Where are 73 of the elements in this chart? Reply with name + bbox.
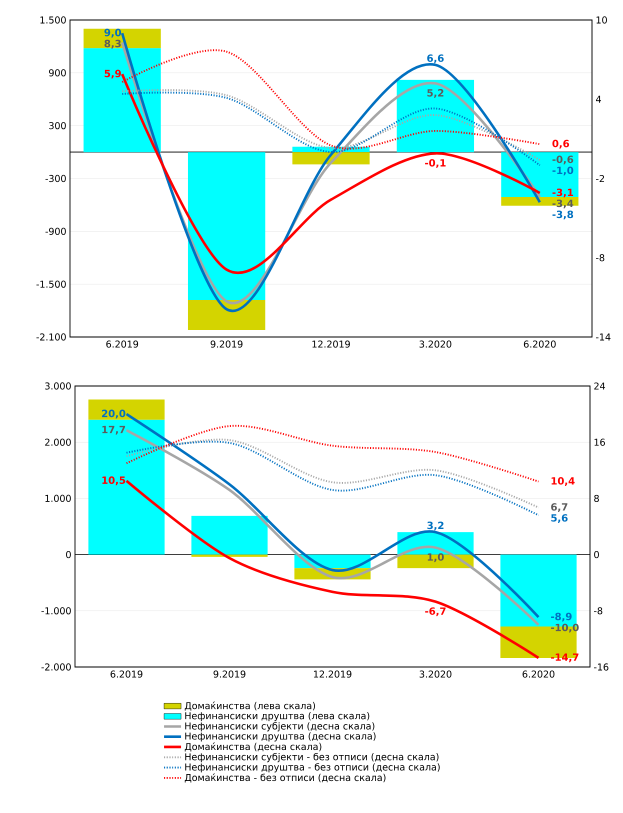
y-tick-label: -2.000 <box>41 663 71 671</box>
bar <box>292 152 370 164</box>
y-tick-label: 2.000 <box>45 438 71 446</box>
y2-tick-label: -8 <box>596 254 604 262</box>
data-label: -1,0 <box>552 166 574 176</box>
y2-tick-label: 8 <box>594 494 599 502</box>
y-tick-label: -2.100 <box>36 333 66 341</box>
x-tick-label: 6.2020 <box>522 670 554 678</box>
y-tick-label: -1.000 <box>41 607 71 614</box>
y2-tick-label: -14 <box>596 334 610 340</box>
legend-label: Нефинансиски друштва (лева скала) <box>185 712 370 722</box>
x-tick-label: 12.2019 <box>314 670 352 678</box>
legend-label: Домаќинства (десна скала) <box>184 742 322 752</box>
data-label: 20,0 <box>102 410 126 419</box>
data-label: -3,8 <box>552 210 574 220</box>
y2-tick-label: 0 <box>594 551 599 558</box>
data-label: 5,2 <box>427 89 444 98</box>
data-label: 5,6 <box>551 514 568 523</box>
data-label: 10,4 <box>552 477 575 486</box>
bar <box>88 399 165 420</box>
y-tick-label: -1.500 <box>36 280 66 288</box>
y-tick-label: 1.500 <box>40 16 66 24</box>
y2-tick-label: -2 <box>596 174 604 182</box>
bar <box>88 420 165 555</box>
data-label: 10,5 <box>102 476 126 486</box>
legend-label: Домаќинства (лева скала) <box>184 702 316 711</box>
data-label: 6,6 <box>427 54 444 64</box>
legend-label: Домаќинства - без отписи (десна скала) <box>184 773 386 782</box>
bar <box>396 80 474 152</box>
y2-tick-label: 16 <box>594 438 605 446</box>
y-tick-label: 300 <box>49 122 66 130</box>
x-tick-label: 6.2019 <box>106 340 138 348</box>
data-label: 0,6 <box>552 140 570 149</box>
data-label: -8,9 <box>551 612 572 622</box>
data-label: -6,7 <box>425 607 446 616</box>
data-label: 6,7 <box>551 503 568 512</box>
y-tick-label: -900 <box>45 228 66 235</box>
y2-tick-label: 24 <box>594 382 606 390</box>
data-label: 3,2 <box>427 522 444 530</box>
y2-tick-label: -16 <box>594 663 608 671</box>
data-label: 5,9 <box>104 70 121 79</box>
bar <box>188 152 266 300</box>
data-label: -0,6 <box>552 156 574 164</box>
x-tick-label: 9.2019 <box>214 670 246 678</box>
x-tick-label: 12.2019 <box>312 340 350 348</box>
legend-label: Нефинансиски друштва - без отписи (десна скала) <box>185 763 440 772</box>
data-label: 9,0 <box>104 28 122 38</box>
legend-label: Нефинансиски друштва (десна скала) <box>185 732 376 742</box>
bar <box>191 516 268 555</box>
x-tick-label: 3.2020 <box>420 670 452 678</box>
x-tick-label: 6.2020 <box>524 340 556 348</box>
bar <box>84 48 161 152</box>
x-tick-label: 6.2019 <box>110 670 142 678</box>
line-series <box>126 424 540 482</box>
y-tick-label: 900 <box>49 69 66 76</box>
y2-tick-label: -8 <box>594 607 602 614</box>
data-label: -0,1 <box>425 159 446 168</box>
legend-label: Нефинансиски субјекти (десна скала) <box>185 722 374 732</box>
x-tick-label: 9.2019 <box>210 340 242 348</box>
y-tick-label: 3.000 <box>45 382 71 390</box>
y2-tick-label: 10 <box>596 16 607 24</box>
y-tick-label: 0 <box>66 551 71 558</box>
data-label: 8,3 <box>104 40 121 49</box>
data-label: 1,0 <box>428 553 444 562</box>
x-tick-label: 3.2020 <box>420 340 452 348</box>
y-tick-label: -300 <box>45 174 66 182</box>
bar <box>188 300 266 330</box>
legend-label: Нефинансиски субјекти - без отписи (десна скала) <box>185 752 438 762</box>
y-tick-label: 1.000 <box>45 494 71 502</box>
line-series <box>125 480 540 660</box>
data-label: -3,1 <box>552 188 574 198</box>
y2-tick-label: 4 <box>596 96 602 103</box>
data-label: 17,7 <box>102 426 126 435</box>
